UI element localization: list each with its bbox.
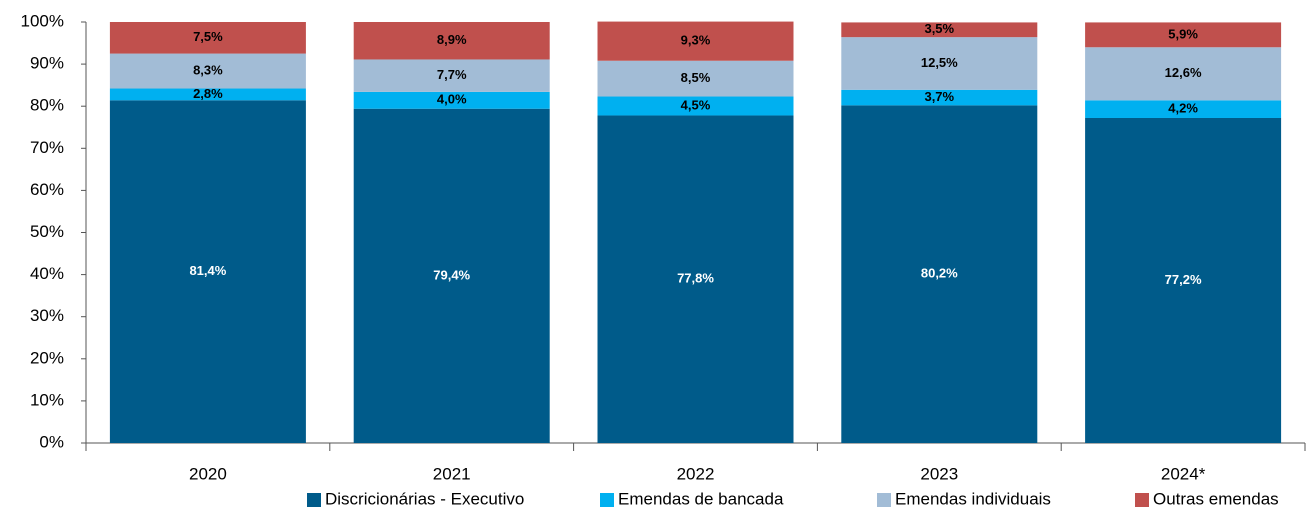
- data-label: 9,3%: [681, 33, 711, 48]
- x-tick-label: 2024*: [1161, 464, 1206, 483]
- legend-label: Discricionárias - Executivo: [325, 489, 524, 508]
- bar-segment: [109, 22, 306, 54]
- y-tick-label: 90%: [30, 54, 64, 73]
- data-label: 4,5%: [681, 97, 711, 112]
- legend-swatch: [877, 493, 891, 507]
- y-tick-label: 20%: [30, 348, 64, 367]
- bar-segment: [597, 115, 794, 443]
- data-label: 7,7%: [437, 67, 467, 82]
- data-label: 3,7%: [924, 89, 954, 104]
- legend-label: Emendas de bancada: [618, 489, 784, 508]
- data-label: 12,6%: [1165, 65, 1202, 80]
- bar-segment: [841, 105, 1038, 443]
- bar-segment: [1085, 47, 1282, 101]
- data-label: 7,5%: [193, 29, 223, 44]
- y-tick-label: 60%: [30, 180, 64, 199]
- y-tick-label: 10%: [30, 390, 64, 409]
- x-tick-label: 2020: [189, 464, 227, 483]
- y-tick-label: 70%: [30, 138, 64, 157]
- bar-segment: [109, 100, 306, 443]
- data-label: 81,4%: [189, 263, 226, 278]
- data-label: 80,2%: [921, 266, 958, 281]
- y-tick-label: 80%: [30, 96, 64, 115]
- bar-segment: [1085, 100, 1282, 118]
- data-label: 8,5%: [681, 70, 711, 85]
- y-tick-label: 50%: [30, 222, 64, 241]
- y-tick-label: 0%: [39, 432, 64, 451]
- bar-segment: [1085, 22, 1282, 48]
- bar-segment: [597, 96, 794, 116]
- bar-segment: [353, 108, 550, 443]
- bar-segment: [353, 22, 550, 60]
- data-label: 5,9%: [1168, 26, 1198, 41]
- y-tick-label: 40%: [30, 264, 64, 283]
- data-label: 77,8%: [677, 271, 714, 286]
- bar-segment: [1085, 117, 1282, 443]
- bar-segment: [841, 22, 1038, 38]
- legend-swatch: [307, 493, 321, 507]
- bar-segment: [353, 59, 550, 92]
- bar-segment: [597, 21, 794, 61]
- data-label: 4,0%: [437, 92, 467, 107]
- x-tick-label: 2022: [677, 464, 715, 483]
- legend-label: Emendas individuais: [895, 489, 1051, 508]
- data-label: 3,5%: [924, 21, 954, 36]
- data-label: 4,2%: [1168, 101, 1198, 116]
- data-label: 12,5%: [921, 55, 958, 70]
- legend-label: Outras emendas: [1153, 489, 1279, 508]
- x-tick-label: 2021: [433, 464, 471, 483]
- bar-segment: [109, 53, 306, 89]
- legend-swatch: [600, 493, 614, 507]
- data-label: 8,3%: [193, 62, 223, 77]
- bar-segment: [841, 89, 1038, 106]
- y-tick-label: 30%: [30, 306, 64, 325]
- legend-swatch: [1135, 493, 1149, 507]
- bar-segment: [353, 91, 550, 109]
- data-label: 79,4%: [433, 267, 470, 282]
- data-label: 77,2%: [1165, 272, 1202, 287]
- data-label: 8,9%: [437, 32, 467, 47]
- bar-segment: [109, 88, 306, 101]
- y-tick-label: 100%: [21, 11, 64, 30]
- x-tick-label: 2023: [920, 464, 958, 483]
- bar-segment: [841, 37, 1038, 90]
- data-label: 2,8%: [193, 86, 223, 101]
- bar-segment: [597, 60, 794, 97]
